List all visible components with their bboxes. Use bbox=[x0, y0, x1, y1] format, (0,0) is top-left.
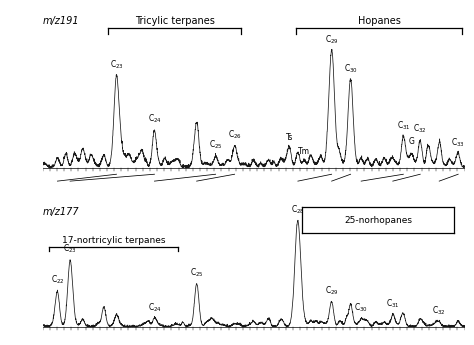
Text: Ts: Ts bbox=[286, 133, 293, 142]
Text: C$_{25}$: C$_{25}$ bbox=[190, 267, 203, 279]
Text: C$_{22}$: C$_{22}$ bbox=[51, 273, 64, 286]
Text: C$_{30}$: C$_{30}$ bbox=[344, 63, 357, 75]
Text: C$_{32}$: C$_{32}$ bbox=[432, 305, 446, 317]
Text: 17-nortricylic terpanes: 17-nortricylic terpanes bbox=[62, 236, 165, 245]
Text: C$_{33}$: C$_{33}$ bbox=[451, 136, 465, 149]
Text: C$_{29}$: C$_{29}$ bbox=[325, 285, 338, 297]
Text: C$_{23}$: C$_{23}$ bbox=[109, 58, 123, 71]
Text: C$_{24}$: C$_{24}$ bbox=[147, 302, 161, 314]
Text: C$_{32}$: C$_{32}$ bbox=[413, 123, 427, 136]
Text: C$_{29}$: C$_{29}$ bbox=[325, 33, 338, 46]
Text: C$_{24}$: C$_{24}$ bbox=[147, 112, 161, 125]
Text: C$_{23}$: C$_{23}$ bbox=[63, 243, 77, 255]
Text: Tricylic terpanes: Tricylic terpanes bbox=[135, 16, 214, 26]
Text: Tm: Tm bbox=[298, 147, 310, 156]
Text: m/z191: m/z191 bbox=[43, 16, 79, 26]
Text: C$_{31}$: C$_{31}$ bbox=[397, 120, 410, 132]
Text: C$_{31}$: C$_{31}$ bbox=[386, 298, 400, 310]
Text: C$_{30}$: C$_{30}$ bbox=[354, 302, 368, 314]
Text: C$_{25}$: C$_{25}$ bbox=[209, 138, 222, 151]
Text: G: G bbox=[409, 137, 415, 146]
Text: Hopanes: Hopanes bbox=[358, 16, 401, 26]
Text: C$_{28}$: C$_{28}$ bbox=[291, 204, 305, 216]
Text: C$_{26}$: C$_{26}$ bbox=[228, 128, 242, 140]
Text: 25-norhopanes: 25-norhopanes bbox=[344, 216, 412, 225]
Text: m/z177: m/z177 bbox=[43, 207, 79, 217]
